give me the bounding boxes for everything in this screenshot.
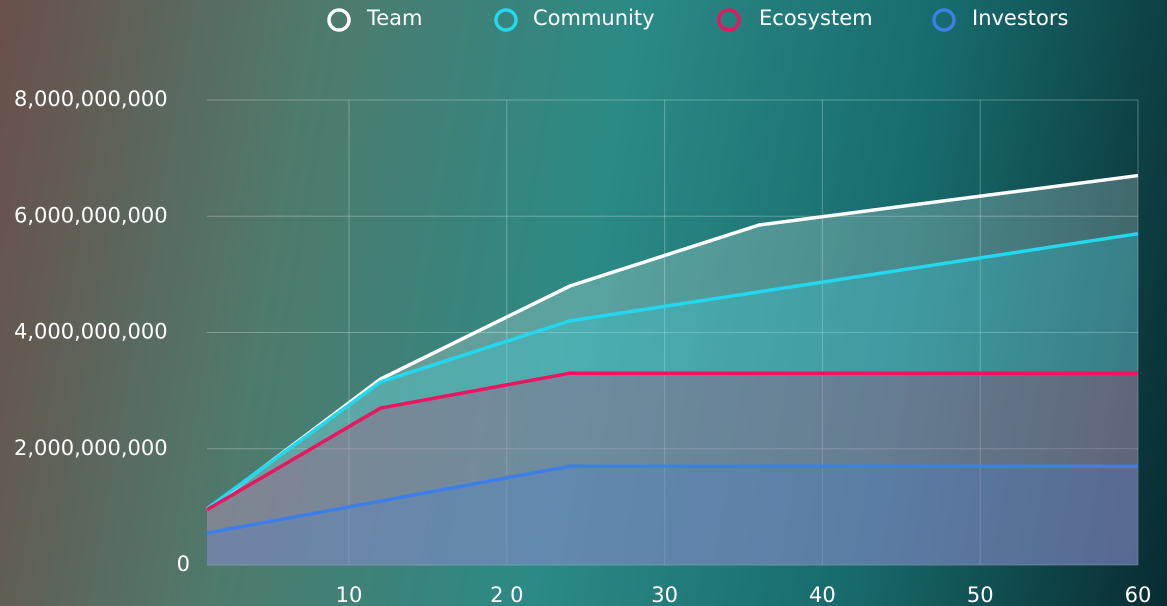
- legend-label: Community: [533, 6, 655, 30]
- legend-marker: [329, 10, 349, 30]
- x-tick-label: 40: [809, 583, 836, 606]
- y-tick-label: 8,000,000,000: [14, 87, 168, 111]
- page: 0 2,000,000,000 4,000,000,000 6,000,000,000…: [0, 0, 1167, 606]
- y-tick-label: 6,000,000,000: [14, 203, 168, 227]
- y-tick-label: 4,000,000,000: [14, 320, 168, 344]
- x-tick-label: 50: [967, 583, 994, 606]
- legend-marker: [719, 10, 739, 30]
- x-tick-label: 2 0: [490, 583, 523, 606]
- legend-label: Investors: [972, 6, 1068, 30]
- chart: 0 2,000,000,000 4,000,000,000 6,000,000,000…: [0, 0, 1167, 606]
- legend-label: Ecosystem: [759, 6, 873, 30]
- legend-marker: [934, 10, 954, 30]
- x-tick-label: 10: [336, 583, 363, 606]
- x-tick-label: 30: [651, 583, 678, 606]
- x-tick-label: 60: [1125, 583, 1152, 606]
- legend-label: Team: [366, 6, 423, 30]
- y-tick-label: 0: [177, 552, 190, 576]
- y-tick-label: 2,000,000,000: [14, 436, 168, 460]
- legend-marker: [496, 10, 516, 30]
